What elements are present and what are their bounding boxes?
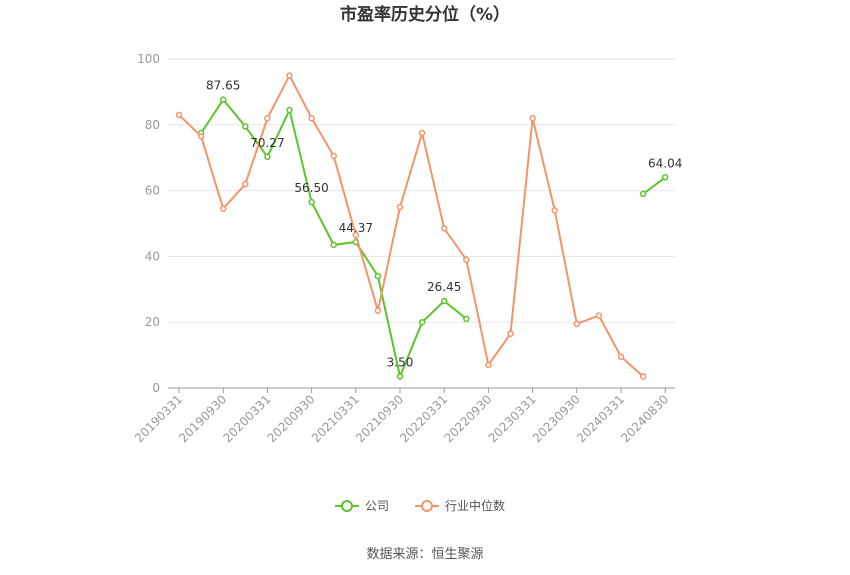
data-point — [396, 203, 404, 211]
data-point — [418, 318, 426, 326]
data-label: 3.50 — [387, 355, 414, 369]
data-point — [219, 205, 227, 212]
series-line-0 — [642, 176, 666, 195]
data-point — [639, 190, 647, 198]
data-point — [175, 111, 183, 119]
data-label: 56.50 — [294, 181, 328, 195]
data-point — [595, 312, 603, 319]
series-layer — [175, 72, 669, 380]
data-label: 64.04 — [648, 156, 682, 170]
data-point — [242, 180, 249, 188]
data-point — [330, 241, 337, 249]
data-point — [219, 96, 227, 103]
data-point — [308, 198, 315, 206]
source-note: 数据来源：恒生聚源 — [366, 547, 483, 562]
legend-item[interactable]: 公司 — [335, 499, 389, 513]
data-point — [440, 297, 448, 305]
data-point — [485, 361, 492, 369]
data-point — [661, 174, 669, 181]
data-point — [308, 114, 315, 122]
y-tick-label: 60 — [145, 184, 160, 198]
data-point — [617, 353, 625, 360]
y-tick-label: 40 — [145, 249, 160, 263]
y-tick-label: 100 — [137, 52, 160, 66]
data-point — [418, 129, 426, 137]
y-tick-label: 0 — [152, 381, 160, 395]
data-point — [264, 153, 271, 161]
data-point — [286, 106, 293, 114]
data-point — [352, 231, 360, 239]
legend-item[interactable]: 行业中位数 — [415, 498, 505, 513]
series-line-1 — [178, 74, 644, 378]
data-point — [197, 133, 205, 140]
data-point — [529, 114, 536, 122]
data-point — [330, 152, 337, 160]
y-tick-label: 80 — [145, 118, 160, 132]
data-label: 70.27 — [250, 136, 284, 150]
data-point — [286, 72, 293, 79]
data-point — [551, 207, 558, 214]
data-point — [374, 272, 382, 280]
legend: 公司 行业中位数 — [335, 498, 505, 513]
data-point — [242, 123, 249, 130]
legend-swatch-marker — [341, 500, 353, 512]
y-tick-label: 20 — [145, 315, 160, 329]
data-point — [374, 307, 382, 314]
legend-label: 行业中位数 — [445, 498, 505, 513]
y-axis: 0 20 40 60 80 100 — [137, 52, 160, 395]
data-point — [573, 320, 581, 328]
legend-label: 公司 — [365, 499, 389, 513]
legend-swatch-marker — [421, 500, 433, 512]
data-point — [463, 315, 470, 323]
data-labels: 87.65 70.27 56.50 44.37 3.50 26.45 64.04 — [206, 79, 682, 370]
data-label: 87.65 — [206, 79, 240, 93]
data-label: 44.37 — [339, 221, 373, 235]
data-point — [463, 256, 470, 263]
grid-lines — [168, 58, 675, 323]
data-point — [396, 373, 404, 380]
series-line-0 — [200, 98, 467, 378]
chart-title: 市盈率历史分位（%） — [340, 4, 510, 25]
data-point — [639, 373, 647, 380]
x-axis: 2019033120190930202003312020093020210331… — [132, 387, 675, 445]
x-tick-label: 20240830 — [618, 392, 671, 445]
data-point — [507, 330, 514, 337]
data-point — [440, 225, 448, 232]
data-label: 26.45 — [427, 280, 461, 294]
data-point — [264, 114, 271, 122]
